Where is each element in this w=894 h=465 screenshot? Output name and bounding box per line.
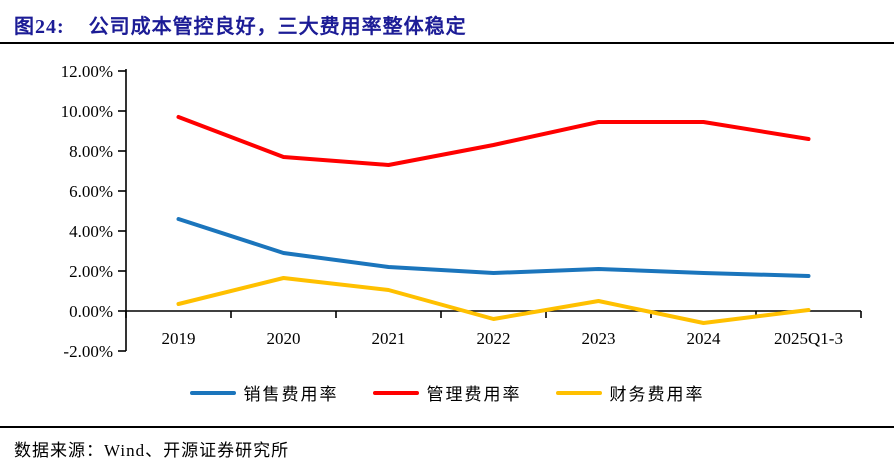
chart-legend: 销售费用率 管理费用率 财务费用率 <box>0 380 894 405</box>
chart-area: 12.00% 10.00% 8.00% 6.00% 4.00% 2.00% 0.00% -2.… <box>0 55 894 365</box>
legend-item-0: 销售费用率 <box>189 380 339 405</box>
legend-label-1: 管理费用率 <box>426 385 522 404</box>
data-source-label: 数据来源： <box>14 441 104 460</box>
x-axis-label: 2021 <box>372 329 406 348</box>
title-divider <box>0 42 894 44</box>
line-chart: 12.00% 10.00% 8.00% 6.00% 4.00% 2.00% 0.00% -2.… <box>61 62 862 361</box>
legend-label-0: 销售费用率 <box>243 385 339 404</box>
x-axis-label: 2020 <box>267 329 301 348</box>
series-line-1 <box>176 115 811 167</box>
y-axis-label: 4.00% <box>69 222 113 241</box>
x-axis-label: 2024 <box>687 329 722 348</box>
legend-swatch-2 <box>555 390 602 395</box>
legend-swatch-0 <box>189 390 236 395</box>
y-axis-label: 10.00% <box>61 102 113 121</box>
y-axis-label: -2.00% <box>63 342 113 361</box>
figure-number-label: 图24: <box>14 16 65 38</box>
x-axis-label: 2025Q1-3 <box>774 329 843 348</box>
y-axis-label: 6.00% <box>69 182 113 201</box>
legend-swatch-1 <box>372 390 419 395</box>
data-source-text: Wind、开源证券研究所 <box>104 441 290 460</box>
x-axis-label: 2023 <box>582 329 616 348</box>
legend-item-2: 财务费用率 <box>555 380 705 405</box>
legend-label-2: 财务费用率 <box>609 385 705 404</box>
x-axis-label: 2022 <box>477 329 511 348</box>
footer-divider <box>0 426 894 428</box>
y-axis-label: 2.00% <box>69 262 113 281</box>
y-axis-label: 12.00% <box>61 62 113 81</box>
x-axis-label: 2019 <box>162 329 196 348</box>
data-source: 数据来源：Wind、开源证券研究所 <box>14 436 289 461</box>
legend-item-1: 管理费用率 <box>372 380 522 405</box>
y-axis-label: 0.00% <box>69 302 113 321</box>
figure-title-text: 公司成本管控良好，三大费用率整体稳定 <box>88 16 467 38</box>
figure-title: 图24: 公司成本管控良好，三大费用率整体稳定 <box>14 10 467 39</box>
series-line-2 <box>176 276 811 325</box>
y-axis-label: 8.00% <box>69 142 113 161</box>
series-line-0 <box>176 217 811 278</box>
